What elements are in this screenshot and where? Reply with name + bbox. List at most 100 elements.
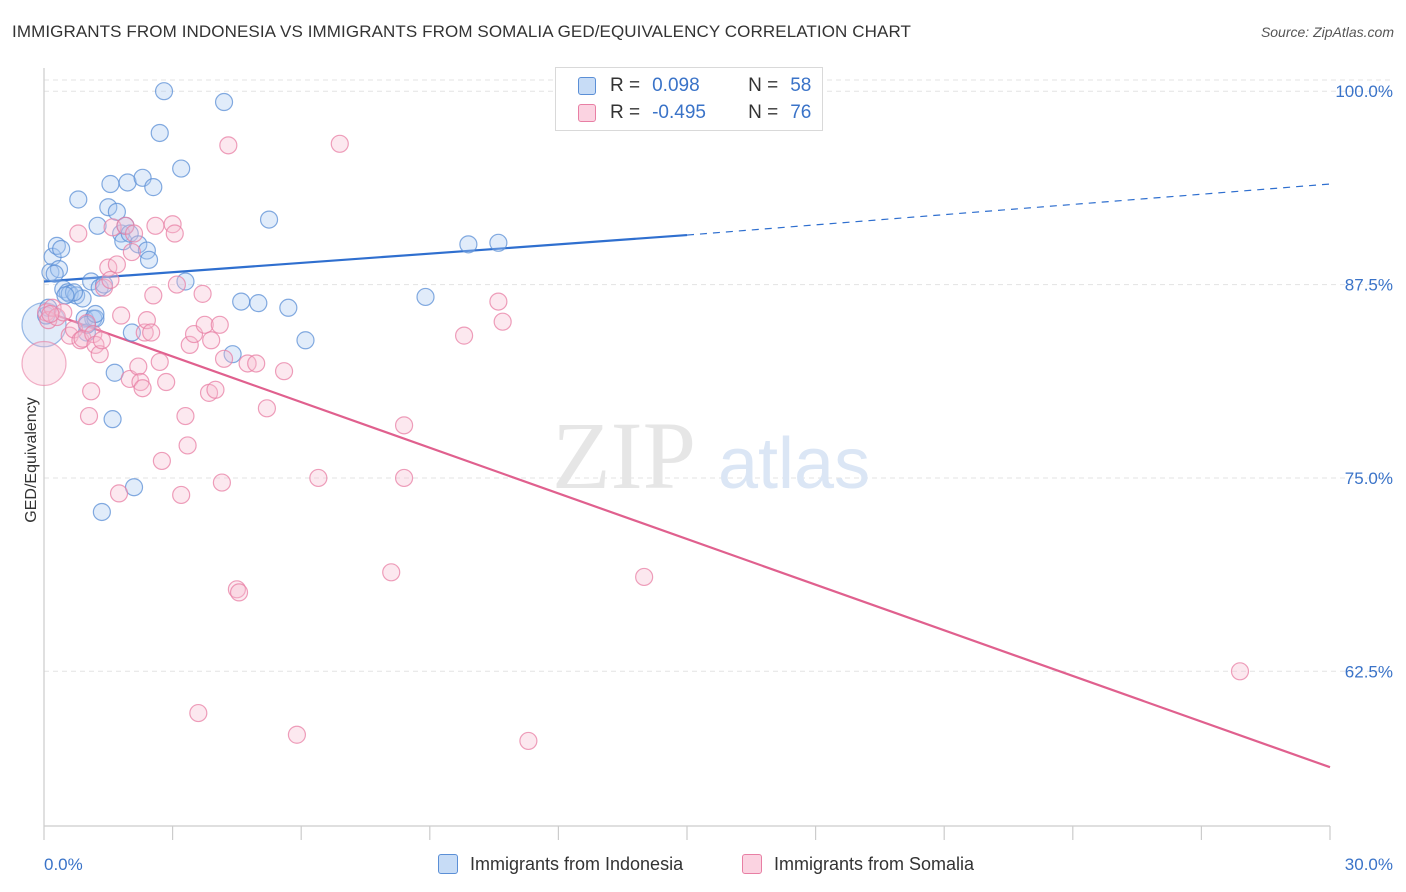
legend-swatch-indonesia	[438, 854, 458, 874]
data-point-indonesia	[279, 298, 298, 317]
x-tick-label: 30.0%	[1345, 855, 1393, 874]
trend-line-extension-indonesia	[686, 183, 1331, 236]
data-point-somalia	[394, 468, 414, 488]
data-point-somalia	[257, 399, 277, 418]
data-point-indonesia	[489, 233, 508, 252]
data-point-somalia	[210, 315, 229, 334]
legend-n-value: 58	[790, 75, 812, 96]
data-point-indonesia	[150, 123, 169, 143]
trend-line-indonesia	[43, 233, 688, 283]
data-point-somalia	[454, 326, 474, 345]
data-point-somalia	[152, 451, 171, 471]
data-point-indonesia	[56, 286, 75, 305]
y-tick-label: 100.0%	[1335, 82, 1393, 101]
data-point-somalia	[124, 224, 144, 243]
data-point-somalia	[133, 379, 152, 398]
data-point-indonesia	[144, 178, 163, 197]
data-point-indonesia	[45, 264, 64, 283]
data-point-indonesia	[172, 159, 191, 178]
bottom-legend-indonesia[interactable]: Immigrants from Indonesia	[438, 852, 683, 876]
data-point-indonesia	[459, 235, 478, 254]
legend-r-value: 0.098	[652, 75, 700, 96]
data-point-somalia	[109, 484, 129, 503]
data-point-somalia	[107, 255, 126, 274]
data-point-indonesia	[99, 198, 118, 217]
data-point-somalia	[122, 242, 141, 262]
chart-title: IMMIGRANTS FROM INDONESIA VS IMMIGRANTS …	[12, 22, 912, 41]
data-point-somalia	[219, 136, 238, 155]
data-point-somalia	[69, 224, 88, 243]
data-point-somalia	[180, 335, 199, 355]
data-point-somalia	[101, 270, 120, 290]
legend-n-label: N =	[748, 102, 779, 123]
data-point-somalia	[189, 703, 208, 723]
data-point-somalia	[635, 567, 654, 587]
data-point-indonesia	[296, 331, 315, 350]
data-point-somalia	[144, 286, 163, 305]
data-point-indonesia	[103, 410, 122, 429]
data-point-somalia	[1230, 662, 1250, 681]
axis-layer	[43, 68, 1331, 840]
legend-r-label: R =	[610, 102, 641, 123]
y-tick-label: 62.5%	[1345, 662, 1393, 681]
source-label: Source: ZipAtlas.com	[1260, 24, 1394, 40]
data-point-somalia	[112, 306, 131, 325]
data-point-somalia	[202, 331, 221, 350]
data-point-somalia	[227, 580, 246, 599]
legend-row-somalia: R = -0.495 N = 76	[578, 101, 811, 125]
data-point-somalia	[79, 406, 99, 426]
x-tick-label: 0.0%	[44, 855, 83, 874]
data-point-indonesia	[52, 239, 71, 259]
legend-swatch-indonesia	[578, 77, 596, 95]
legend-row-indonesia: R = 0.098 N = 58	[578, 74, 811, 98]
data-point-indonesia	[92, 502, 111, 522]
data-point-somalia	[287, 725, 307, 744]
data-point-somalia	[165, 224, 184, 243]
watermark-zip: ZIP	[552, 402, 696, 509]
data-point-somalia	[142, 323, 161, 342]
data-point-somalia	[214, 349, 234, 368]
data-point-indonesia	[416, 287, 435, 307]
data-point-somalia	[129, 357, 148, 376]
data-point-somalia	[489, 292, 508, 311]
data-point-somalia	[493, 312, 512, 331]
data-point-somalia	[167, 275, 186, 294]
data-point-somalia	[195, 315, 214, 334]
data-point-somalia	[330, 134, 349, 153]
y-axis-label: GED/Equivalency	[23, 397, 40, 523]
data-point-somalia	[519, 731, 538, 751]
data-point-indonesia	[139, 250, 159, 269]
data-point-indonesia	[118, 173, 137, 192]
data-point-indonesia	[69, 190, 88, 209]
legend-swatch-somalia	[742, 854, 762, 874]
data-point-somalia	[92, 331, 111, 350]
data-point-somalia	[150, 352, 169, 372]
legend-label-somalia: Immigrants from Somalia	[774, 853, 975, 874]
trend-line-somalia	[43, 309, 1331, 769]
watermark: ZIP atlas	[552, 402, 870, 509]
data-point-somalia-large	[21, 340, 67, 387]
legend-n-value: 76	[790, 102, 812, 123]
legend-r-label: R =	[610, 75, 641, 96]
legend-label-indonesia: Immigrants from Indonesia	[470, 853, 684, 874]
data-point-somalia	[120, 369, 139, 389]
data-point-somalia	[274, 362, 294, 381]
data-point-somalia	[206, 380, 225, 399]
watermark-atlas: atlas	[718, 424, 870, 504]
legend-r-value: -0.495	[652, 102, 706, 123]
data-point-somalia	[176, 406, 195, 426]
y-tick-label: 87.5%	[1345, 276, 1393, 295]
data-point-indonesia	[101, 174, 120, 194]
legend-swatch-somalia	[578, 104, 596, 122]
data-point-indonesia	[154, 82, 174, 101]
legend-n-label: N =	[748, 75, 779, 96]
data-point-somalia	[77, 314, 96, 333]
data-point-indonesia	[232, 292, 251, 311]
data-point-indonesia	[223, 345, 242, 364]
tick-label-layer: 62.5% 75.0% 87.5% 100.0% 0.0% 30.0%	[44, 82, 1393, 874]
data-point-somalia	[41, 304, 60, 324]
data-point-somalia	[157, 372, 176, 392]
bottom-legend-somalia[interactable]: Immigrants from Somalia	[742, 852, 974, 876]
data-point-somalia	[382, 563, 401, 582]
